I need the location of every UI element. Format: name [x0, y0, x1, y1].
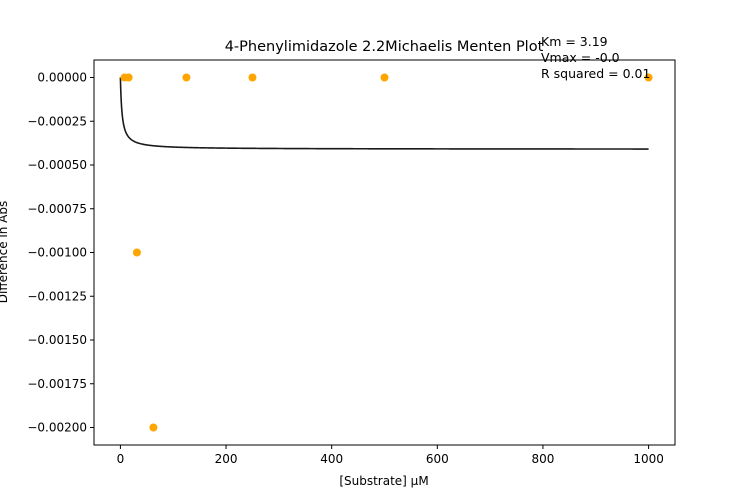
data-point — [644, 73, 653, 82]
data-point — [132, 248, 141, 257]
y-axis-label: Difference in Abs — [0, 201, 10, 304]
y-tick-label: −0.00050 — [27, 158, 87, 172]
y-tick-label: −0.00125 — [27, 289, 87, 303]
data-point — [124, 73, 133, 82]
x-axis: 0 200 400 600 800 1000 — [117, 445, 664, 466]
y-tick-label: −0.00175 — [27, 377, 87, 391]
data-points — [120, 73, 653, 432]
r-squared-annotation: R squared = 0.01 — [541, 66, 650, 81]
x-tick-label: 200 — [215, 452, 238, 466]
x-tick-label: 600 — [426, 452, 449, 466]
x-tick-label: 400 — [320, 452, 343, 466]
x-tick-label: 0 — [117, 452, 125, 466]
y-tick-label: −0.00075 — [27, 202, 87, 216]
y-tick-label: 0.00000 — [37, 71, 87, 85]
vmax-annotation: Vmax = -0.0 — [541, 50, 620, 65]
fit-curve — [119, 77, 649, 150]
y-tick-label: −0.00150 — [27, 333, 87, 347]
y-axis: 0.00000 −0.00025 −0.00050 −0.00075 −0.00100 −… — [27, 71, 94, 435]
km-annotation: Km = 3.19 — [541, 34, 608, 49]
x-tick-label: 1000 — [633, 452, 664, 466]
data-point — [149, 423, 158, 432]
data-point — [182, 73, 191, 82]
x-tick-label: 800 — [532, 452, 555, 466]
plot-frame — [93, 59, 676, 446]
chart-title: 4-Phenylimidazole 2.2Michaelis Menten Pl… — [225, 39, 544, 55]
y-tick-label: −0.00100 — [27, 246, 87, 260]
x-axis-label: [Substrate] µM — [339, 474, 428, 488]
y-tick-label: −0.00200 — [27, 421, 87, 435]
data-point — [248, 73, 257, 82]
data-point — [380, 73, 389, 82]
y-tick-label: −0.00025 — [27, 114, 87, 128]
